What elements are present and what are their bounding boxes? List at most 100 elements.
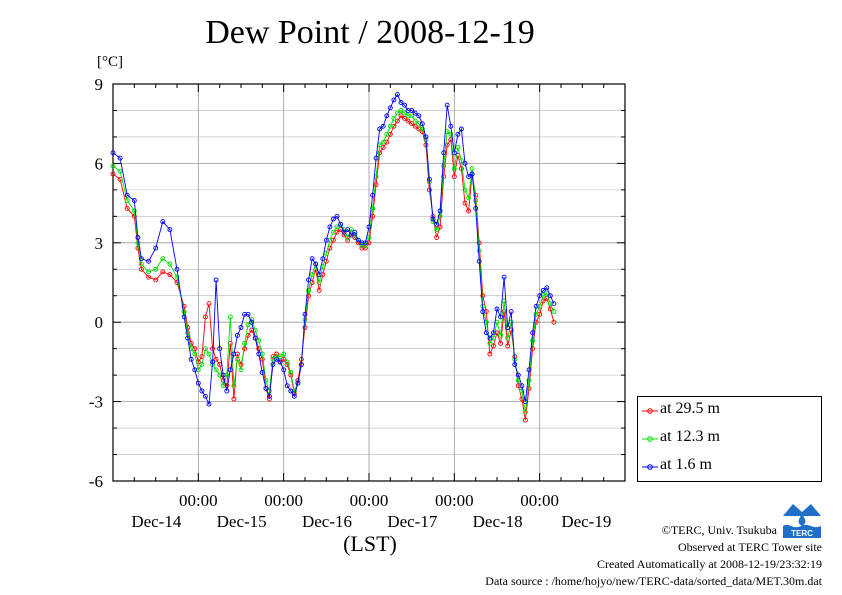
series-point-2 bbox=[444, 102, 450, 108]
series-point-2 bbox=[238, 325, 244, 330]
legend-marker-icon bbox=[642, 408, 658, 414]
series-point-0 bbox=[551, 319, 557, 325]
series-point-1 bbox=[402, 110, 408, 116]
series-point-1 bbox=[384, 131, 390, 137]
series-point-0 bbox=[490, 343, 496, 349]
series-point-1 bbox=[522, 409, 528, 415]
series-point-0 bbox=[138, 266, 144, 272]
series-point-0 bbox=[274, 351, 280, 357]
series-point-2 bbox=[266, 393, 272, 399]
series-point-1 bbox=[284, 359, 290, 365]
series-point-2 bbox=[522, 399, 528, 405]
series-point-0 bbox=[444, 142, 450, 148]
series-point-1 bbox=[274, 354, 280, 360]
chart-title: Dew Point / 2008-12-19 bbox=[205, 14, 535, 51]
series-point-1 bbox=[256, 338, 262, 344]
series-point-1 bbox=[217, 372, 223, 378]
series-point-1 bbox=[124, 198, 130, 203]
series-point-0 bbox=[409, 121, 415, 127]
series-point-2 bbox=[227, 367, 233, 373]
series-point-1 bbox=[419, 126, 425, 132]
series-point-2 bbox=[547, 293, 553, 299]
series-point-2 bbox=[515, 372, 521, 378]
copyright-text: ©TERC, Univ. Tsukuba bbox=[661, 523, 777, 537]
series-point-2 bbox=[185, 335, 191, 341]
series-point-1 bbox=[540, 293, 546, 299]
series-point-0 bbox=[362, 245, 368, 251]
series-point-2 bbox=[458, 126, 464, 132]
series-point-2 bbox=[426, 176, 432, 182]
series-point-1 bbox=[441, 163, 447, 169]
series-point-2 bbox=[355, 237, 361, 243]
series-point-1 bbox=[391, 115, 397, 121]
series-point-2 bbox=[274, 356, 280, 362]
series-point-1 bbox=[199, 362, 205, 367]
series-point-0 bbox=[387, 131, 393, 137]
series-point-0 bbox=[160, 269, 166, 275]
series-point-2 bbox=[366, 224, 372, 230]
series-point-2 bbox=[469, 171, 475, 177]
series-point-1 bbox=[277, 354, 283, 360]
series-point-2 bbox=[181, 314, 187, 320]
series-point-2 bbox=[338, 221, 344, 227]
series-point-2 bbox=[451, 150, 457, 156]
series-point-2 bbox=[409, 108, 415, 113]
series-point-2 bbox=[494, 306, 500, 312]
series-point-2 bbox=[394, 92, 400, 98]
series-point-2 bbox=[402, 102, 408, 108]
x-tick-time-label: 00:00 bbox=[179, 491, 218, 510]
series-point-0 bbox=[519, 396, 525, 402]
series-point-2 bbox=[188, 356, 194, 362]
series-point-0 bbox=[501, 309, 507, 315]
series-point-2 bbox=[167, 227, 173, 233]
series-point-0 bbox=[302, 325, 308, 330]
series-point-1 bbox=[206, 351, 212, 357]
x-tick-date-label: Dec-15 bbox=[217, 512, 267, 531]
series-point-2 bbox=[242, 311, 248, 317]
series-point-1 bbox=[394, 110, 400, 116]
series-point-0 bbox=[451, 174, 457, 180]
series-point-1 bbox=[167, 261, 173, 267]
series-point-0 bbox=[206, 301, 212, 307]
terc-logo-icon: TERC bbox=[781, 502, 823, 538]
series-point-2 bbox=[220, 372, 226, 378]
series-point-1 bbox=[416, 121, 422, 127]
series-point-0 bbox=[380, 145, 386, 150]
series-point-2 bbox=[210, 359, 216, 365]
series-point-1 bbox=[288, 370, 294, 375]
series-point-0 bbox=[480, 293, 486, 299]
series-point-1 bbox=[466, 195, 472, 201]
series-point-2 bbox=[387, 105, 393, 111]
series-point-2 bbox=[199, 388, 205, 394]
series-point-1 bbox=[135, 240, 141, 246]
series-point-2 bbox=[419, 121, 425, 127]
series-point-2 bbox=[259, 370, 265, 375]
series-point-1 bbox=[117, 168, 123, 174]
series-point-2 bbox=[320, 256, 326, 262]
series-point-0 bbox=[398, 113, 404, 119]
series-point-0 bbox=[466, 208, 472, 214]
series-point-0 bbox=[234, 351, 240, 357]
y-tick-label: 6 bbox=[95, 154, 104, 173]
series-point-2 bbox=[490, 330, 496, 336]
series-point-2 bbox=[231, 351, 237, 357]
series-point-0 bbox=[202, 314, 208, 320]
series-point-2 bbox=[359, 240, 365, 246]
series-point-2 bbox=[195, 380, 201, 386]
series-point-2 bbox=[526, 367, 532, 373]
series-point-1 bbox=[316, 280, 322, 285]
series-point-2 bbox=[416, 113, 422, 119]
series-point-2 bbox=[505, 325, 511, 330]
series-point-2 bbox=[398, 100, 404, 105]
series-point-2 bbox=[270, 362, 276, 367]
series-point-2 bbox=[380, 123, 386, 129]
series-point-0 bbox=[359, 245, 365, 251]
series-point-1 bbox=[462, 187, 468, 193]
series-point-2 bbox=[284, 383, 290, 389]
series-point-2 bbox=[480, 309, 486, 315]
series-point-2 bbox=[117, 155, 123, 161]
y-tick-label: 9 bbox=[95, 75, 104, 94]
series-point-2 bbox=[327, 224, 333, 230]
series-point-2 bbox=[313, 261, 319, 267]
series-point-1 bbox=[451, 166, 457, 172]
